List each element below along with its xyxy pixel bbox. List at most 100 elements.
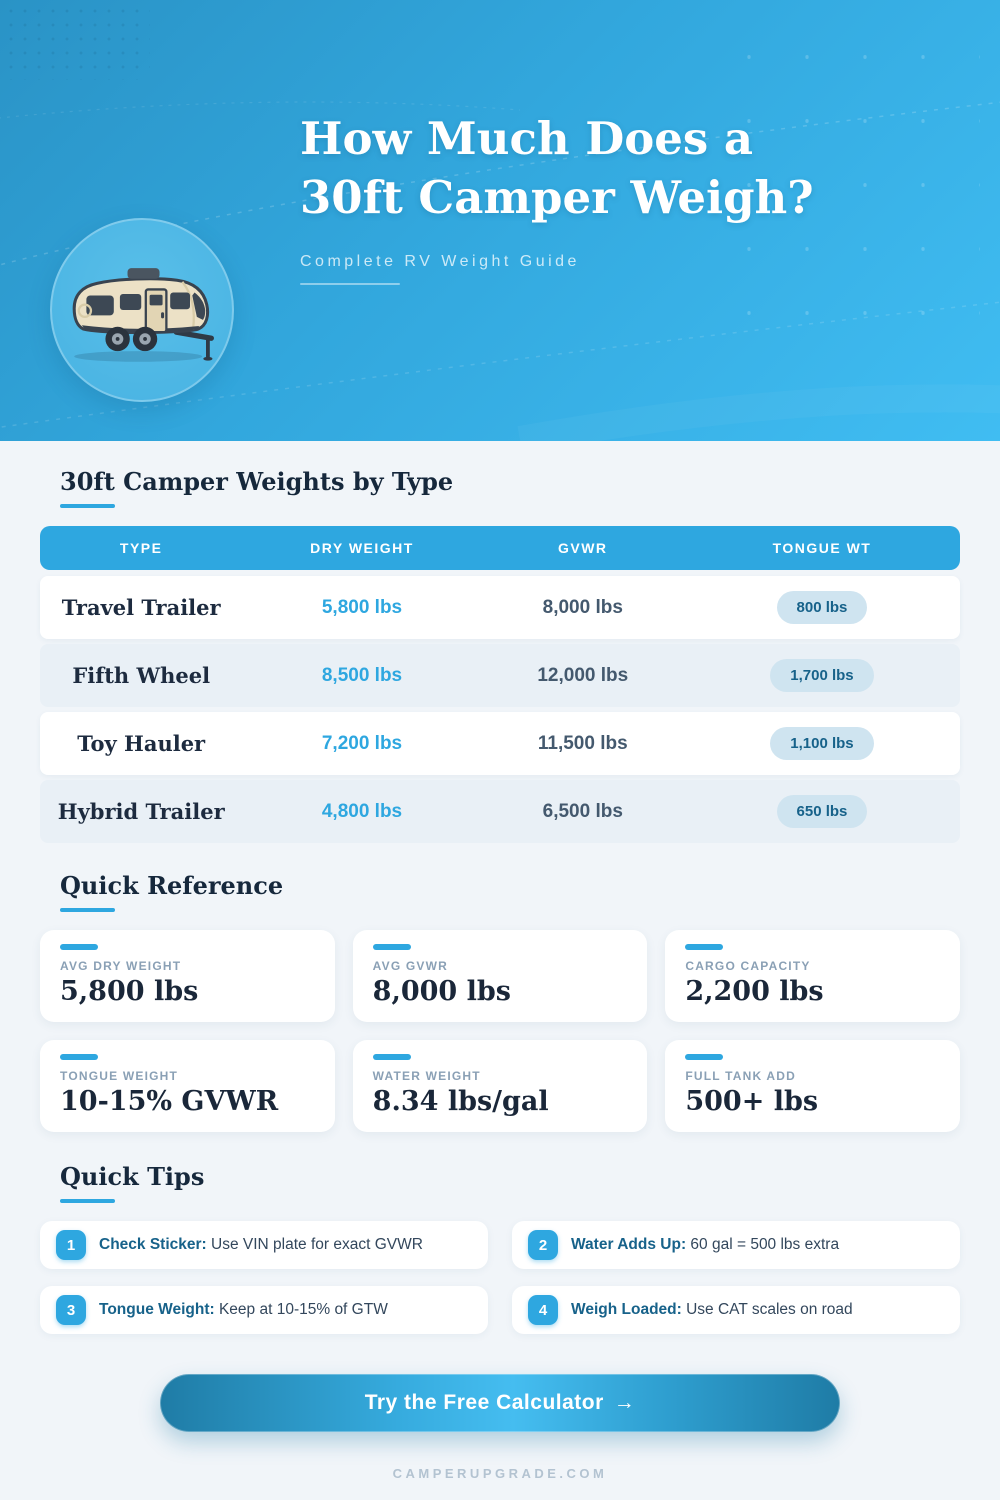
row-dry-weight: 7,200 lbs xyxy=(321,732,403,754)
row-gvwr: 6,500 lbs xyxy=(542,800,623,822)
table-row: Fifth Wheel 8,500 lbs 12,000 lbs 1,700 l… xyxy=(40,644,960,707)
tip-card-check-sticker: 1 Check Sticker: Use VIN plate for exact… xyxy=(40,1221,488,1269)
tongue-weight-badge: 1,100 lbs xyxy=(770,727,874,760)
tip-text: Water Adds Up: 60 gal = 500 lbs extra xyxy=(571,1235,839,1254)
stat-value: 500+ lbs xyxy=(685,1086,819,1117)
stat-accent-dash xyxy=(685,944,724,950)
column-header-dry-weight: DRY WEIGHT xyxy=(310,540,414,556)
tip-label: Weigh Loaded: xyxy=(571,1301,682,1319)
page-title-line1: How Much Does a xyxy=(300,112,754,165)
quick-tips-section: Quick Tips 1 Check Sticker: Use VIN plat… xyxy=(40,1162,960,1334)
main-content: 30ft Camper Weights by Type TYPE DRY WEI… xyxy=(0,441,1000,1481)
stat-accent-dash xyxy=(685,1054,724,1060)
row-type-label: Travel Trailer xyxy=(61,595,221,620)
hero-header: How Much Does a 30ft Camper Weigh? Compl… xyxy=(0,0,1000,441)
stat-card-cargo-capacity: CARGO CAPACITY 2,200 lbs xyxy=(665,930,960,1022)
tip-body: 60 gal = 500 lbs extra xyxy=(690,1236,840,1254)
cta-container: Try the Free Calculator → xyxy=(40,1374,960,1432)
cta-label: Try the Free Calculator xyxy=(364,1391,604,1414)
stat-accent-dash xyxy=(60,944,98,950)
stat-card-water-weight: WATER WEIGHT 8.34 lbs/gal xyxy=(352,1040,648,1132)
quick-reference-section: Quick Reference AVG DRY WEIGHT 5,800 lbs… xyxy=(40,871,960,1132)
heading-accent-rule xyxy=(60,908,115,912)
quick-tips-heading: Quick Tips xyxy=(60,1162,205,1191)
dot-grid-decoration xyxy=(720,25,980,315)
row-type-label: Hybrid Trailer xyxy=(57,799,225,824)
stat-label: AVG DRY WEIGHT xyxy=(60,959,182,973)
row-gvwr: 12,000 lbs xyxy=(537,664,629,686)
row-tongue-cell: 1,700 lbs xyxy=(684,659,960,692)
stat-accent-dash xyxy=(372,944,411,950)
tip-number-badge: 3 xyxy=(56,1295,86,1325)
stat-value: 5,800 lbs xyxy=(60,976,199,1007)
weights-table-section: 30ft Camper Weights by Type TYPE DRY WEI… xyxy=(40,467,960,843)
tip-card-tongue-weight: 3 Tongue Weight: Keep at 10-15% of GTW xyxy=(40,1286,488,1334)
tip-number-badge: 2 xyxy=(528,1230,558,1260)
stat-label: TONGUE WEIGHT xyxy=(60,1069,179,1083)
page-subtitle: Complete RV Weight Guide xyxy=(300,253,580,270)
tip-number-badge: 4 xyxy=(528,1295,558,1325)
row-tongue-cell: 1,100 lbs xyxy=(684,727,960,760)
arrow-right-icon: → xyxy=(613,1391,636,1414)
tip-label: Tongue Weight: xyxy=(99,1301,215,1319)
row-dry-weight: 5,800 lbs xyxy=(321,596,403,618)
table-row: Toy Hauler 7,200 lbs 11,500 lbs 1,100 lb… xyxy=(40,712,960,775)
stat-accent-dash xyxy=(372,1054,411,1060)
camper-illustration xyxy=(72,268,214,362)
table-row: Hybrid Trailer 4,800 lbs 6,500 lbs 650 l… xyxy=(40,780,960,843)
stat-label: FULL TANK ADD xyxy=(685,1069,797,1083)
stat-value: 2,200 lbs xyxy=(685,976,824,1007)
row-dry-weight: 8,500 lbs xyxy=(321,664,403,686)
tip-text: Tongue Weight: Keep at 10-15% of GTW xyxy=(99,1300,388,1319)
quick-reference-heading: Quick Reference xyxy=(60,871,284,900)
tip-text: Check Sticker: Use VIN plate for exact G… xyxy=(99,1235,423,1254)
column-header-tongue-wt: TONGUE WT xyxy=(772,540,872,556)
stat-card-full-tank-add: FULL TANK ADD 500+ lbs xyxy=(665,1040,960,1132)
stat-value: 8,000 lbs xyxy=(372,976,511,1007)
stat-accent-dash xyxy=(60,1054,98,1060)
row-type-label: Toy Hauler xyxy=(77,731,206,756)
tip-body: Use CAT scales on road xyxy=(686,1301,853,1319)
tip-card-weigh-loaded: 4 Weigh Loaded: Use CAT scales on road xyxy=(512,1286,960,1334)
tip-text: Weigh Loaded: Use CAT scales on road xyxy=(571,1300,853,1319)
tip-body: Keep at 10-15% of GTW xyxy=(218,1301,388,1319)
row-type-label: Fifth Wheel xyxy=(72,663,211,688)
subtitle-underline xyxy=(300,283,400,285)
tip-body: Use VIN plate for exact GVWR xyxy=(211,1236,423,1254)
tongue-weight-badge: 650 lbs xyxy=(776,795,868,828)
row-gvwr: 11,500 lbs xyxy=(537,732,628,754)
page-title: How Much Does a 30ft Camper Weigh? xyxy=(300,110,940,227)
heading-accent-rule xyxy=(60,504,115,508)
tips-grid: 1 Check Sticker: Use VIN plate for exact… xyxy=(40,1221,960,1334)
stat-label: WATER WEIGHT xyxy=(372,1069,481,1083)
stat-label: CARGO CAPACITY xyxy=(685,959,811,973)
stat-card-grid: AVG DRY WEIGHT 5,800 lbs AVG GVWR 8,000 … xyxy=(40,930,960,1132)
weights-table-heading: 30ft Camper Weights by Type xyxy=(60,467,454,496)
dot-grid-decoration-small xyxy=(0,0,150,80)
tip-label: Check Sticker: xyxy=(99,1236,207,1254)
footer-site-name: CAMPERUPGRADE.COM xyxy=(392,1466,608,1481)
camper-badge-circle xyxy=(50,218,234,402)
row-gvwr: 8,000 lbs xyxy=(542,596,623,618)
stat-label: AVG GVWR xyxy=(372,959,449,973)
page-title-line2: 30ft Camper Weigh? xyxy=(300,170,814,224)
table-row: Travel Trailer 5,800 lbs 8,000 lbs 800 l… xyxy=(40,576,960,639)
stat-value: 8.34 lbs/gal xyxy=(372,1086,549,1117)
tip-card-water-adds-up: 2 Water Adds Up: 60 gal = 500 lbs extra xyxy=(512,1221,960,1269)
table-header-row: TYPE DRY WEIGHT GVWR TONGUE WT xyxy=(40,526,960,570)
tip-number-badge: 1 xyxy=(56,1230,86,1260)
row-tongue-cell: 650 lbs xyxy=(684,795,960,828)
row-tongue-cell: 800 lbs xyxy=(684,591,960,624)
heading-accent-rule xyxy=(60,1199,115,1203)
tongue-weight-badge: 800 lbs xyxy=(776,591,868,624)
tongue-weight-badge: 1,700 lbs xyxy=(770,659,874,692)
column-header-gvwr: GVWR xyxy=(557,540,608,556)
stat-card-avg-dry-weight: AVG DRY WEIGHT 5,800 lbs xyxy=(40,930,335,1022)
stat-value: 10-15% GVWR xyxy=(60,1086,279,1117)
stat-card-tongue-weight: TONGUE WEIGHT 10-15% GVWR xyxy=(40,1040,335,1132)
free-calculator-button[interactable]: Try the Free Calculator → xyxy=(160,1374,840,1432)
stat-card-avg-gvwr: AVG GVWR 8,000 lbs xyxy=(352,930,648,1022)
column-header-type: TYPE xyxy=(119,540,163,556)
row-dry-weight: 4,800 lbs xyxy=(321,800,403,822)
